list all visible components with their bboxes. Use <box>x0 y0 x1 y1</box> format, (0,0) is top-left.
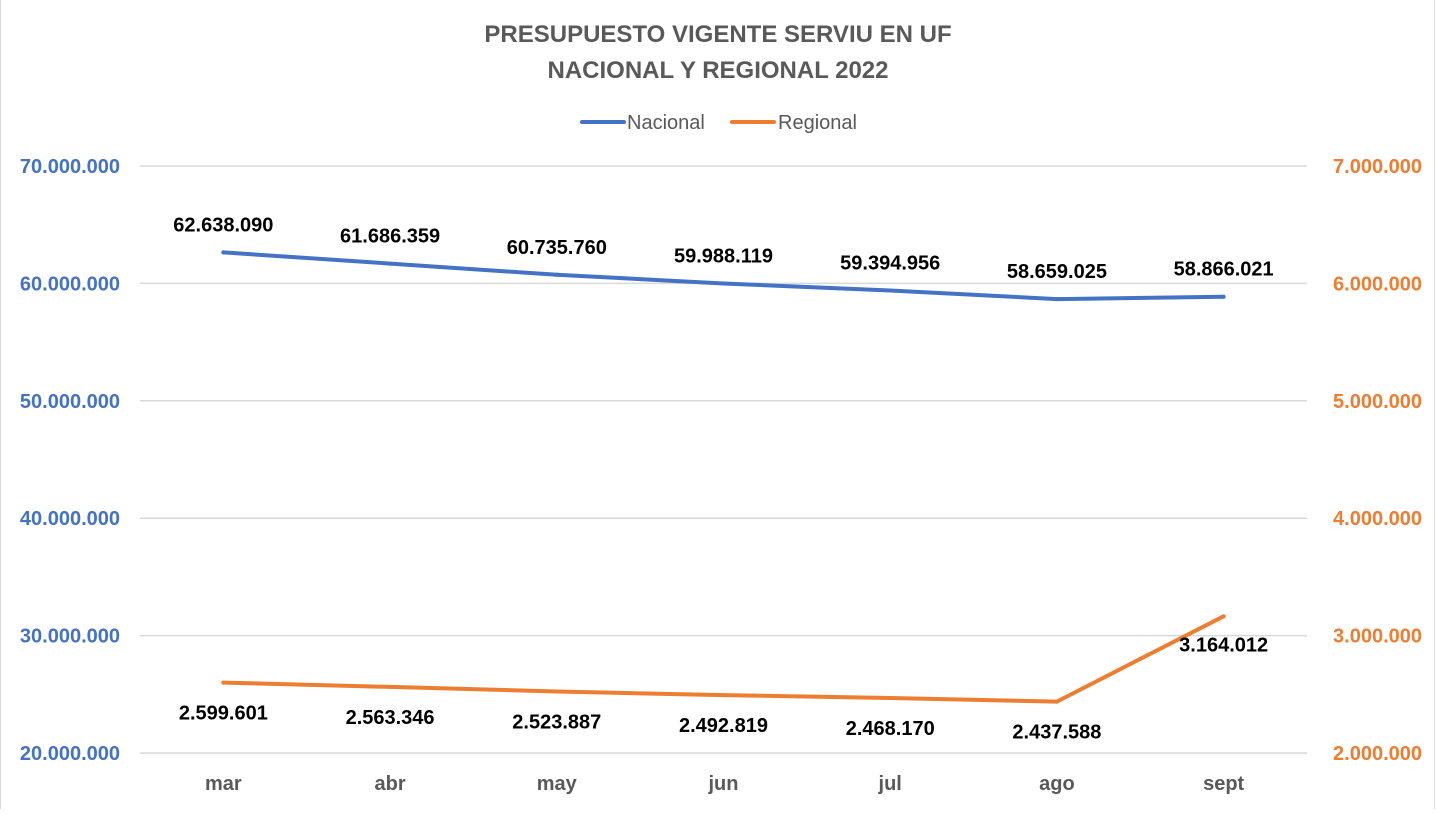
data-label-regional: 2.492.819 <box>679 715 768 737</box>
data-label-regional: 2.437.588 <box>1012 722 1101 744</box>
chart-title-line: NACIONAL Y REGIONAL 2022 <box>548 57 889 84</box>
data-point-regional <box>554 689 559 694</box>
chart-title-line: PRESUPUESTO VIGENTE SERVIU EN UF <box>484 21 951 48</box>
y-right-tick-label: 7.000.000 <box>1333 156 1422 178</box>
data-point-nacional <box>721 281 726 286</box>
x-axis: mar abr may jun jul ago sept <box>205 773 1245 795</box>
data-point-regional <box>1221 614 1226 619</box>
y-right-tick-label: 2.000.000 <box>1333 743 1422 765</box>
x-tick-label: ago <box>1039 773 1075 795</box>
legend-label-regional: Regional <box>778 112 857 134</box>
data-point-nacional <box>1054 297 1059 302</box>
legend: Nacional Regional <box>580 112 857 134</box>
x-tick-label: jul <box>878 773 902 795</box>
y-right-tick-label: 3.000.000 <box>1333 626 1422 648</box>
y-right-tick-label: 6.000.000 <box>1333 273 1422 295</box>
data-label-nacional: 59.394.956 <box>840 253 940 275</box>
data-point-regional <box>888 696 893 701</box>
data-label-regional: 2.523.887 <box>512 711 601 733</box>
series-line-regional <box>221 614 1226 704</box>
x-tick-label: abr <box>375 773 406 795</box>
series <box>221 250 1226 704</box>
x-tick-label: jun <box>708 773 739 795</box>
data-label-regional: 3.164.012 <box>1179 634 1268 656</box>
y-left-tick-label: 20.000.000 <box>20 743 120 765</box>
y-right-tick-label: 4.000.000 <box>1333 508 1422 530</box>
data-point-nacional <box>1221 294 1226 299</box>
data-point-regional <box>388 684 393 689</box>
data-point-regional <box>1054 699 1059 704</box>
data-label-nacional: 59.988.119 <box>674 246 773 268</box>
data-point-nacional <box>221 250 226 255</box>
data-label-nacional: 61.686.359 <box>340 226 440 248</box>
data-label-nacional: 62.638.090 <box>173 214 273 236</box>
data-label-regional: 2.563.346 <box>346 707 435 729</box>
data-point-nacional <box>388 261 393 266</box>
data-point-nacional <box>554 272 559 277</box>
data-point-regional <box>721 693 726 698</box>
data-label-nacional: 58.866.021 <box>1174 259 1274 281</box>
data-point-nacional <box>888 288 893 293</box>
data-point-regional <box>221 680 226 685</box>
y-left-tick-label: 30.000.000 <box>20 626 120 648</box>
data-label-nacional: 60.735.760 <box>507 237 607 259</box>
x-tick-label: may <box>537 773 578 795</box>
legend-label-nacional: Nacional <box>627 112 705 134</box>
data-label-nacional: 58.659.025 <box>1007 261 1107 283</box>
y-axis-left: 20.000.000 30.000.000 40.000.000 50.000.000… <box>20 156 120 765</box>
chart-title: PRESUPUESTO VIGENTE SERVIU EN UF NACIONAL… <box>484 21 951 84</box>
y-left-tick-label: 40.000.000 <box>20 508 120 530</box>
y-right-tick-label: 5.000.000 <box>1333 391 1422 413</box>
data-labels: 62.638.090 61.686.359 60.735.760 59.988.119… <box>173 214 1273 743</box>
y-left-tick-label: 50.000.000 <box>20 391 120 413</box>
y-axis-right: 2.000.000 3.000.000 4.000.000 5.000.000 6.00… <box>1333 156 1422 765</box>
data-label-regional: 2.599.601 <box>179 703 268 725</box>
y-left-tick-label: 60.000.000 <box>20 273 120 295</box>
y-left-tick-label: 70.000.000 <box>20 156 120 178</box>
x-tick-label: mar <box>205 773 242 795</box>
x-tick-label: sept <box>1203 773 1244 795</box>
data-label-regional: 2.468.170 <box>846 718 935 740</box>
